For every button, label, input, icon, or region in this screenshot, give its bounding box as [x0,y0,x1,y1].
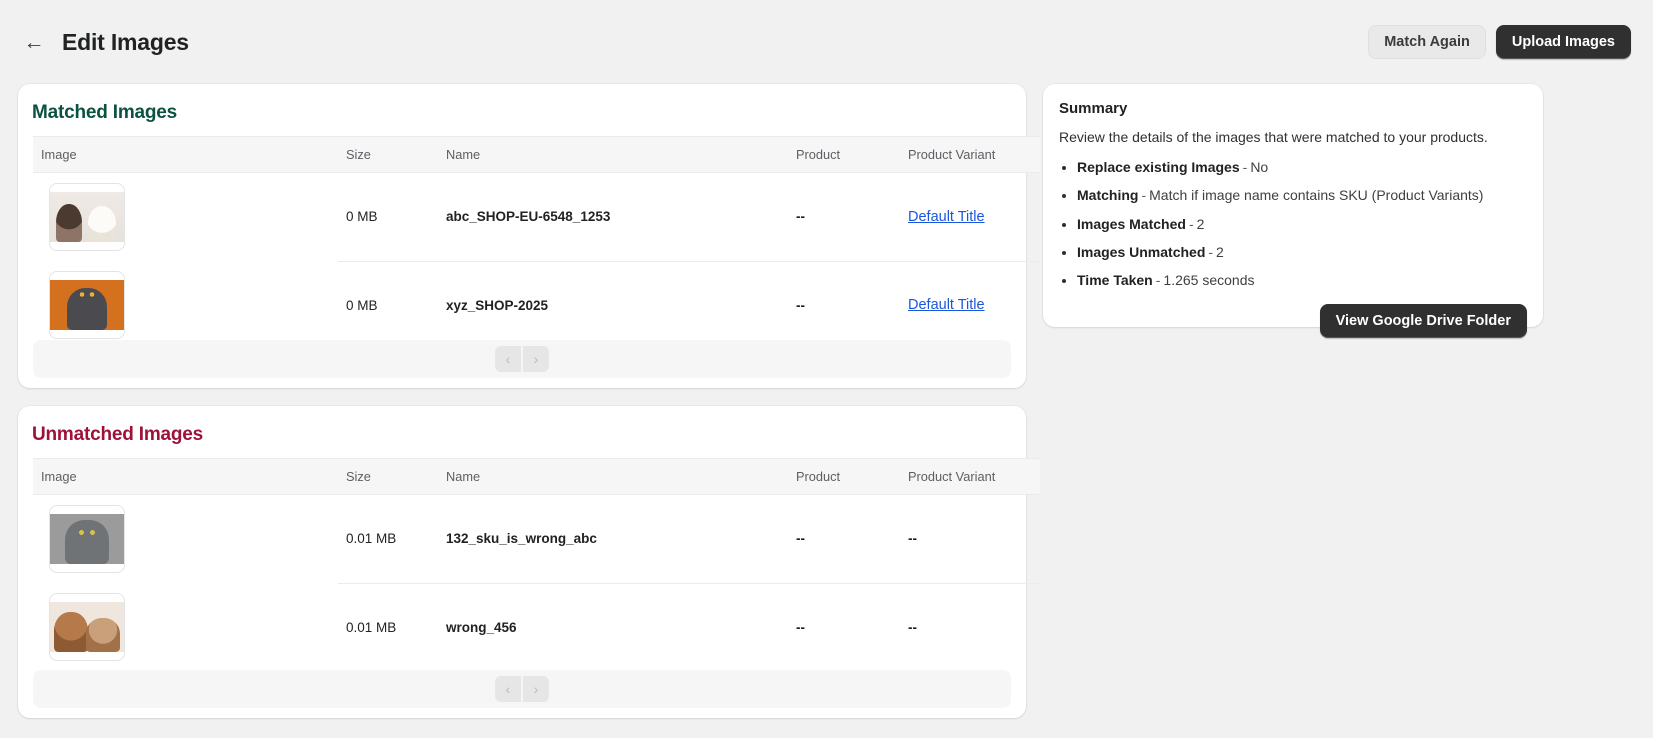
unmatched-images-title: Unmatched Images [32,424,204,445]
cat-photo-grey-on-orange [50,280,124,330]
column-header-product: Product [788,458,900,495]
column-header-product: Product [788,136,900,173]
view-google-drive-folder-button[interactable]: View Google Drive Folder [1319,304,1527,339]
summary-heading: Summary [1059,100,1128,117]
image-thumbnail[interactable] [49,183,125,251]
list-item: Replace existing Images-No [1077,157,1527,177]
summary-separator: - [1141,187,1147,204]
cat-photo-scottish-fold-grey [50,514,124,564]
cell-product-variant: Default Title [900,260,1040,349]
summary-separator: - [1208,243,1214,260]
list-item: Images Unmatched-2 [1077,242,1527,262]
table-row[interactable]: 0.01 MB wrong_456 -- -- [33,582,1040,671]
summary-value: 2 [1216,243,1224,260]
summary-description: Review the details of the images that we… [1059,129,1488,145]
cell-product: -- [788,260,900,349]
image-thumbnail[interactable] [49,505,125,573]
cell-name: wrong_456 [438,582,788,671]
matched-images-title: Matched Images [32,102,178,123]
chevron-right-icon[interactable]: › [523,346,549,372]
list-item: Time Taken-1.265 seconds [1077,270,1527,290]
summary-card: Summary Review the details of the images… [1043,84,1543,339]
cell-image [33,495,338,584]
matched-header-row: Image Size Name Product Product Variant [33,136,1040,173]
cell-name: xyz_SHOP-2025 [438,260,788,349]
page-title: Edit Images [62,28,189,55]
cell-product-variant: -- [900,582,1040,671]
column-header-product-variant: Product Variant [900,136,1040,173]
matched-pagination: ‹ › [33,340,1011,378]
cell-image [33,261,338,349]
matched-images-table: Image Size Name Product Product Variant … [33,136,1040,349]
table-row[interactable]: 0.01 MB 132_sku_is_wrong_abc -- -- [33,495,1040,584]
cell-size: 0.01 MB [338,582,438,671]
column-header-image: Image [33,458,338,495]
cell-name: abc_SHOP-EU-6548_1253 [446,209,611,225]
column-header-image: Image [33,136,338,173]
page-header: ← Edit Images Match Again Upload Images [0,0,1653,84]
image-thumbnail[interactable] [49,271,125,339]
list-item: Images Matched-2 [1077,214,1527,234]
cell-size: 0 MB [338,260,438,349]
unmatched-table-head: Image Size Name Product Product Variant [33,458,1040,495]
summary-key: Images Matched [1077,215,1186,232]
back-arrow-icon[interactable]: ← [23,30,45,54]
summary-separator: - [1242,159,1248,175]
summary-value: Match if image name contains SKU (Produc… [1149,187,1484,204]
matched-table-head: Image Size Name Product Product Variant [33,136,1040,173]
upload-images-button[interactable]: Upload Images [1495,25,1631,59]
table-row[interactable]: 0 MB abc_SHOP-EU-6548_1253 -- Default Ti… [33,173,1040,262]
header-left-group: ← Edit Images [22,28,190,56]
summary-value: 2 [1196,215,1205,232]
summary-separator: - [1155,272,1161,289]
cell-size: 0 MB [346,209,378,225]
header-actions: Match Again Upload Images [1368,25,1631,59]
summary-key: Time Taken [1077,272,1153,289]
cell-image [33,173,338,262]
unmatched-pagination: ‹ › [33,670,1011,708]
cell-product: -- [796,531,805,547]
unmatched-header-row: Image Size Name Product Product Variant [33,458,1040,495]
matched-images-card: Matched Images Image Size Name Product P… [18,84,1040,388]
cell-name: 132_sku_is_wrong_abc [446,531,597,547]
summary-value: 1.265 seconds [1163,272,1255,289]
column-header-name: Name [438,136,788,173]
summary-list: Replace existing Images-No Matching-Matc… [1043,157,1543,290]
cell-product: -- [796,209,805,225]
cell-size: 0.01 MB [346,531,397,547]
chevron-left-icon[interactable]: ‹ [495,346,521,372]
unmatched-images-card: Unmatched Images Image Size Name Product… [18,406,1040,718]
chevron-right-icon[interactable]: › [523,676,549,702]
column-header-product-variant: Product Variant [900,458,1040,495]
summary-key: Matching [1077,187,1139,204]
column-header-size: Size [338,136,438,173]
summary-value: No [1250,159,1269,175]
unmatched-images-table: Image Size Name Product Product Variant … [33,458,1040,671]
product-variant-link[interactable]: Default Title [908,208,985,225]
matched-table-body: 0 MB abc_SHOP-EU-6548_1253 -- Default Ti… [33,173,1040,349]
column-header-size: Size [338,458,438,495]
cell-image [33,583,338,671]
chevron-left-icon[interactable]: ‹ [495,676,521,702]
cell-product-variant: -- [908,531,917,547]
summary-actions: View Google Drive Folder [1043,298,1543,354]
table-row[interactable]: 0 MB xyz_SHOP-2025 -- Default Title [33,260,1040,349]
match-again-button[interactable]: Match Again [1368,25,1486,59]
cell-product: -- [788,582,900,671]
summary-separator: - [1188,215,1194,232]
column-header-name: Name [438,458,788,495]
list-item: Matching-Match if image name contains SK… [1077,185,1527,205]
unmatched-table-body: 0.01 MB 132_sku_is_wrong_abc -- -- 0.01 … [33,495,1040,671]
summary-key: Images Unmatched [1077,243,1206,260]
image-thumbnail[interactable] [49,593,125,661]
product-variant-link[interactable]: Default Title [908,297,985,314]
cat-photo-tabby-kittens [50,602,124,652]
cell-product-variant: Default Title [900,173,1040,262]
cat-photo-siamese-and-white [50,192,124,242]
summary-key: Replace existing Images [1077,159,1240,175]
